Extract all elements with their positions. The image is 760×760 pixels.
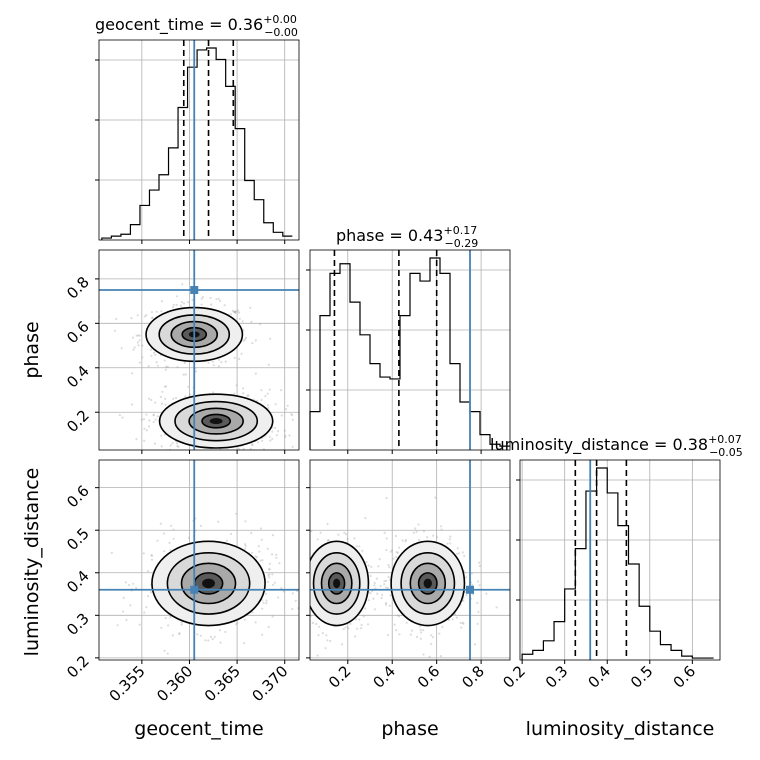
joint-geocent_time-phase-panel <box>95 249 300 454</box>
joint-geocent_time-luminosity_distance-truth-point <box>190 585 199 594</box>
xtick-label-geocent_time-3: 0.370 <box>248 662 291 705</box>
joint-geocent_time-phase-density-1-4 <box>209 418 223 425</box>
hist-geocent_time-frame <box>98 39 300 241</box>
joint-geocent_time-luminosity_distance-panel <box>95 459 300 664</box>
xtick-label-phase-3: 0.8 <box>458 662 488 692</box>
hist-phase-panel <box>306 249 511 454</box>
ytick-label-phase-2: 0.6 <box>63 317 93 347</box>
joint-phase-luminosity_distance-truth-point <box>466 585 474 594</box>
title-luminosity_distance-minus: −0.05 <box>709 446 743 459</box>
joint-geocent_time-luminosity_distance-frame <box>98 459 300 661</box>
joint-phase-luminosity_distance-contour-1-2 <box>409 562 447 605</box>
hist-phase-frame <box>309 249 511 451</box>
title-phase: phase = 0.43+0.17 <box>336 224 477 245</box>
joint-phase-luminosity_distance-contour-1-1 <box>400 551 456 615</box>
hist-geocent_time-steps <box>101 47 293 240</box>
hist-luminosity_distance-grid <box>520 460 720 660</box>
hist-luminosity_distance-frame <box>519 459 721 661</box>
title-phase-plus: +0.17 <box>443 224 477 237</box>
ytick-label-luminosity_distance-4: 0.6 <box>63 482 93 512</box>
joint-geocent_time-luminosity_distance-contour-0-2 <box>180 562 237 605</box>
joint-phase-luminosity_distance-contour-0-0 <box>310 540 370 627</box>
xlabel-geocent_time: geocent_time <box>134 718 263 740</box>
hist-phase-steps <box>309 257 510 450</box>
title-phase-minus: −0.29 <box>444 237 478 250</box>
xtick-label-luminosity_distance-2: 0.4 <box>584 662 614 692</box>
title-geocent_time: geocent_time = 0.36+0.00 <box>95 13 297 35</box>
joint-phase-luminosity_distance-contour-0-2 <box>320 562 353 605</box>
joint-geocent_time-phase-contour-1-1 <box>174 400 259 442</box>
title-phase-value: phase = 0.43 <box>336 226 443 245</box>
joint-phase-luminosity_distance-contour-1-3 <box>417 572 438 595</box>
joint-geocent_time-luminosity_distance-density-0-4 <box>202 578 215 589</box>
xtick-label-luminosity_distance-0: 0.2 <box>499 662 529 692</box>
hist-luminosity_distance-panel <box>516 459 721 664</box>
joint-geocent_time-luminosity_distance-contour-0-1 <box>166 551 251 615</box>
joint-phase-luminosity_distance-contour-0-3 <box>327 572 346 595</box>
hist-geocent_time-panel <box>95 39 300 244</box>
joint-phase-luminosity_distance-contour-1-0 <box>390 540 466 627</box>
title-luminosity_distance: luminosity_distance = 0.38+0.07 <box>490 433 742 455</box>
xtick-label-luminosity_distance-1: 0.3 <box>542 662 572 692</box>
ytick-label-phase-3: 0.8 <box>63 273 93 303</box>
xtick-label-geocent_time-0: 0.355 <box>106 662 149 705</box>
ytick-label-luminosity_distance-1: 0.3 <box>63 609 93 639</box>
joint-phase-luminosity_distance-frame <box>309 459 511 661</box>
joint-geocent_time-phase-frame <box>98 249 300 451</box>
hist-geocent_time-grid <box>99 40 299 240</box>
title-luminosity_distance-value: luminosity_distance = 0.38 <box>490 435 708 455</box>
hist-luminosity_distance-steps <box>521 467 714 660</box>
joint-phase-luminosity_distance-density-1-4 <box>423 578 432 589</box>
joint-geocent_time-phase-contour-1-3 <box>201 413 232 429</box>
joint-phase-luminosity_distance-panel <box>306 459 511 664</box>
joint-geocent_time-luminosity_distance-contour-0-0 <box>151 540 266 627</box>
ytick-label-phase-0: 0.2 <box>63 406 93 436</box>
title-geocent_time-plus: +0.00 <box>263 13 297 26</box>
ytick-label-luminosity_distance-0: 0.2 <box>63 652 93 682</box>
joint-geocent_time-phase-truth-point <box>190 286 199 294</box>
xlabel-phase: phase <box>381 718 438 740</box>
ylabel-luminosity_distance: luminosity_distance <box>21 468 43 657</box>
ytick-label-luminosity_distance-2: 0.4 <box>63 567 93 597</box>
ylabel-phase: phase <box>21 321 43 378</box>
joint-phase-luminosity_distance-density-0-4 <box>333 578 341 589</box>
xtick-label-phase-2: 0.6 <box>414 662 444 692</box>
xtick-label-geocent_time-1: 0.360 <box>153 662 196 705</box>
ytick-label-luminosity_distance-3: 0.5 <box>63 524 93 554</box>
xtick-label-phase-1: 0.4 <box>369 662 399 692</box>
joint-phase-luminosity_distance-contour-0-1 <box>312 551 361 615</box>
joint-geocent_time-phase-contour-1-2 <box>188 407 244 435</box>
title-geocent_time-value: geocent_time = 0.36 <box>95 15 263 35</box>
xlabel-luminosity_distance: luminosity_distance <box>526 718 715 740</box>
xtick-label-phase-0: 0.2 <box>325 662 355 692</box>
xtick-label-luminosity_distance-4: 0.6 <box>670 662 700 692</box>
xtick-label-geocent_time-2: 0.365 <box>201 662 244 705</box>
joint-geocent_time-phase-contour-1-0 <box>158 393 274 449</box>
xtick-label-luminosity_distance-3: 0.5 <box>627 662 657 692</box>
ytick-label-phase-1: 0.4 <box>63 362 93 392</box>
title-luminosity_distance-plus: +0.07 <box>708 433 742 446</box>
title-geocent_time-minus: −0.00 <box>264 26 298 39</box>
